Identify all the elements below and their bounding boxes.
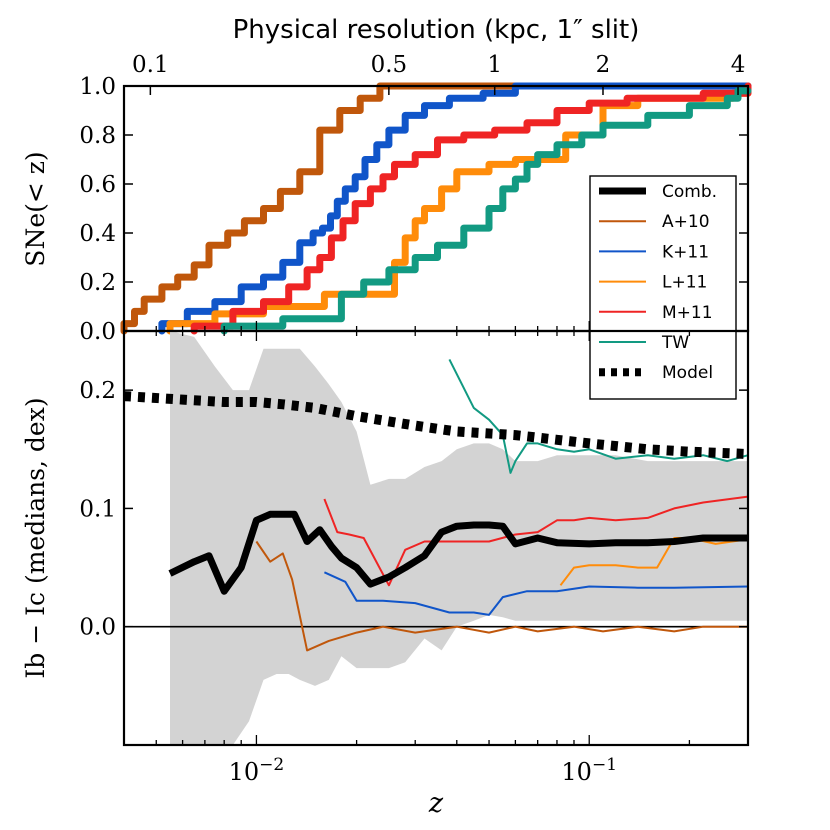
legend-label-k-11: K+11	[662, 242, 709, 262]
median-line-a-10	[255, 540, 748, 652]
top-axis-tick-labels: 0.1 0.5 1 2 4	[132, 52, 745, 78]
legend-box	[589, 175, 737, 400]
bottom-panel-x-tick-labels: 10−2 10−1	[229, 755, 617, 786]
bottom-y-tick-label: 0.0	[79, 615, 116, 641]
bottom-panel-series	[123, 358, 749, 652]
top-panel-y-tick-labels: 0.0 0.2 0.4 0.6 0.8 1.0	[79, 74, 116, 345]
bottom-panel-frame	[122, 329, 750, 747]
top-panel-y-label: SNe(< z)	[21, 151, 50, 266]
top-axis-tick-label: 2	[596, 52, 611, 78]
top-y-tick-label: 0.0	[79, 319, 116, 345]
cumulative-line-tw	[220, 87, 752, 335]
top-y-tick-label: 0.6	[79, 172, 116, 198]
median-line-k-11	[323, 571, 749, 616]
bottom-panel-band	[170, 331, 748, 745]
legend-label-a-10: A+10	[662, 212, 710, 232]
bottom-panel-x-label: z	[428, 788, 444, 819]
top-axis-tick-label: 1	[487, 52, 502, 78]
bottom-panel-y-label: Ib − Ic (medians, dex)	[21, 397, 50, 678]
median-line-model	[123, 391, 749, 459]
top-axis-tick-label: 0.5	[371, 52, 408, 78]
median-line-tw	[448, 358, 749, 474]
legend-label-m-11: M+11	[662, 303, 713, 323]
cumulative-line-m-11	[190, 82, 752, 335]
bottom-x-tick-label: 10−2	[229, 755, 285, 786]
legend-label-comb: Comb.	[662, 182, 717, 202]
legend-label-l-11: L+11	[662, 273, 707, 293]
legend-label-tw: TW	[661, 333, 689, 353]
top-y-tick-label: 0.8	[79, 123, 116, 149]
cumulative-line-a-10	[120, 82, 752, 335]
bottom-y-tick-label: 0.2	[79, 378, 116, 404]
bottom-panel-y-tick-labels: 0.0 0.1 0.2	[79, 378, 116, 641]
cumulative-line-k-11	[158, 82, 752, 335]
bottom-x-tick-label: 10−1	[561, 755, 617, 786]
top-axis-tick-label: 0.1	[132, 52, 169, 78]
top-axis-title: Physical resolution (kpc, 1″ slit)	[233, 15, 640, 45]
top-y-tick-label: 0.2	[79, 270, 116, 296]
spread-band	[170, 331, 748, 745]
legend-label-model: Model	[662, 363, 713, 383]
top-panel-series	[120, 82, 752, 335]
bottom-panel-ticks	[123, 331, 748, 745]
top-y-tick-label: 0.4	[79, 221, 116, 247]
median-line-m-11	[323, 495, 749, 587]
bottom-y-tick-label: 0.1	[79, 496, 116, 522]
top-y-tick-label: 1.0	[79, 74, 116, 100]
median-line-comb	[168, 510, 748, 595]
legend: Comb. A+10 K+11 L+11 M+11 TW Model	[589, 175, 737, 400]
top-axis-tick-label: 4	[731, 52, 746, 78]
